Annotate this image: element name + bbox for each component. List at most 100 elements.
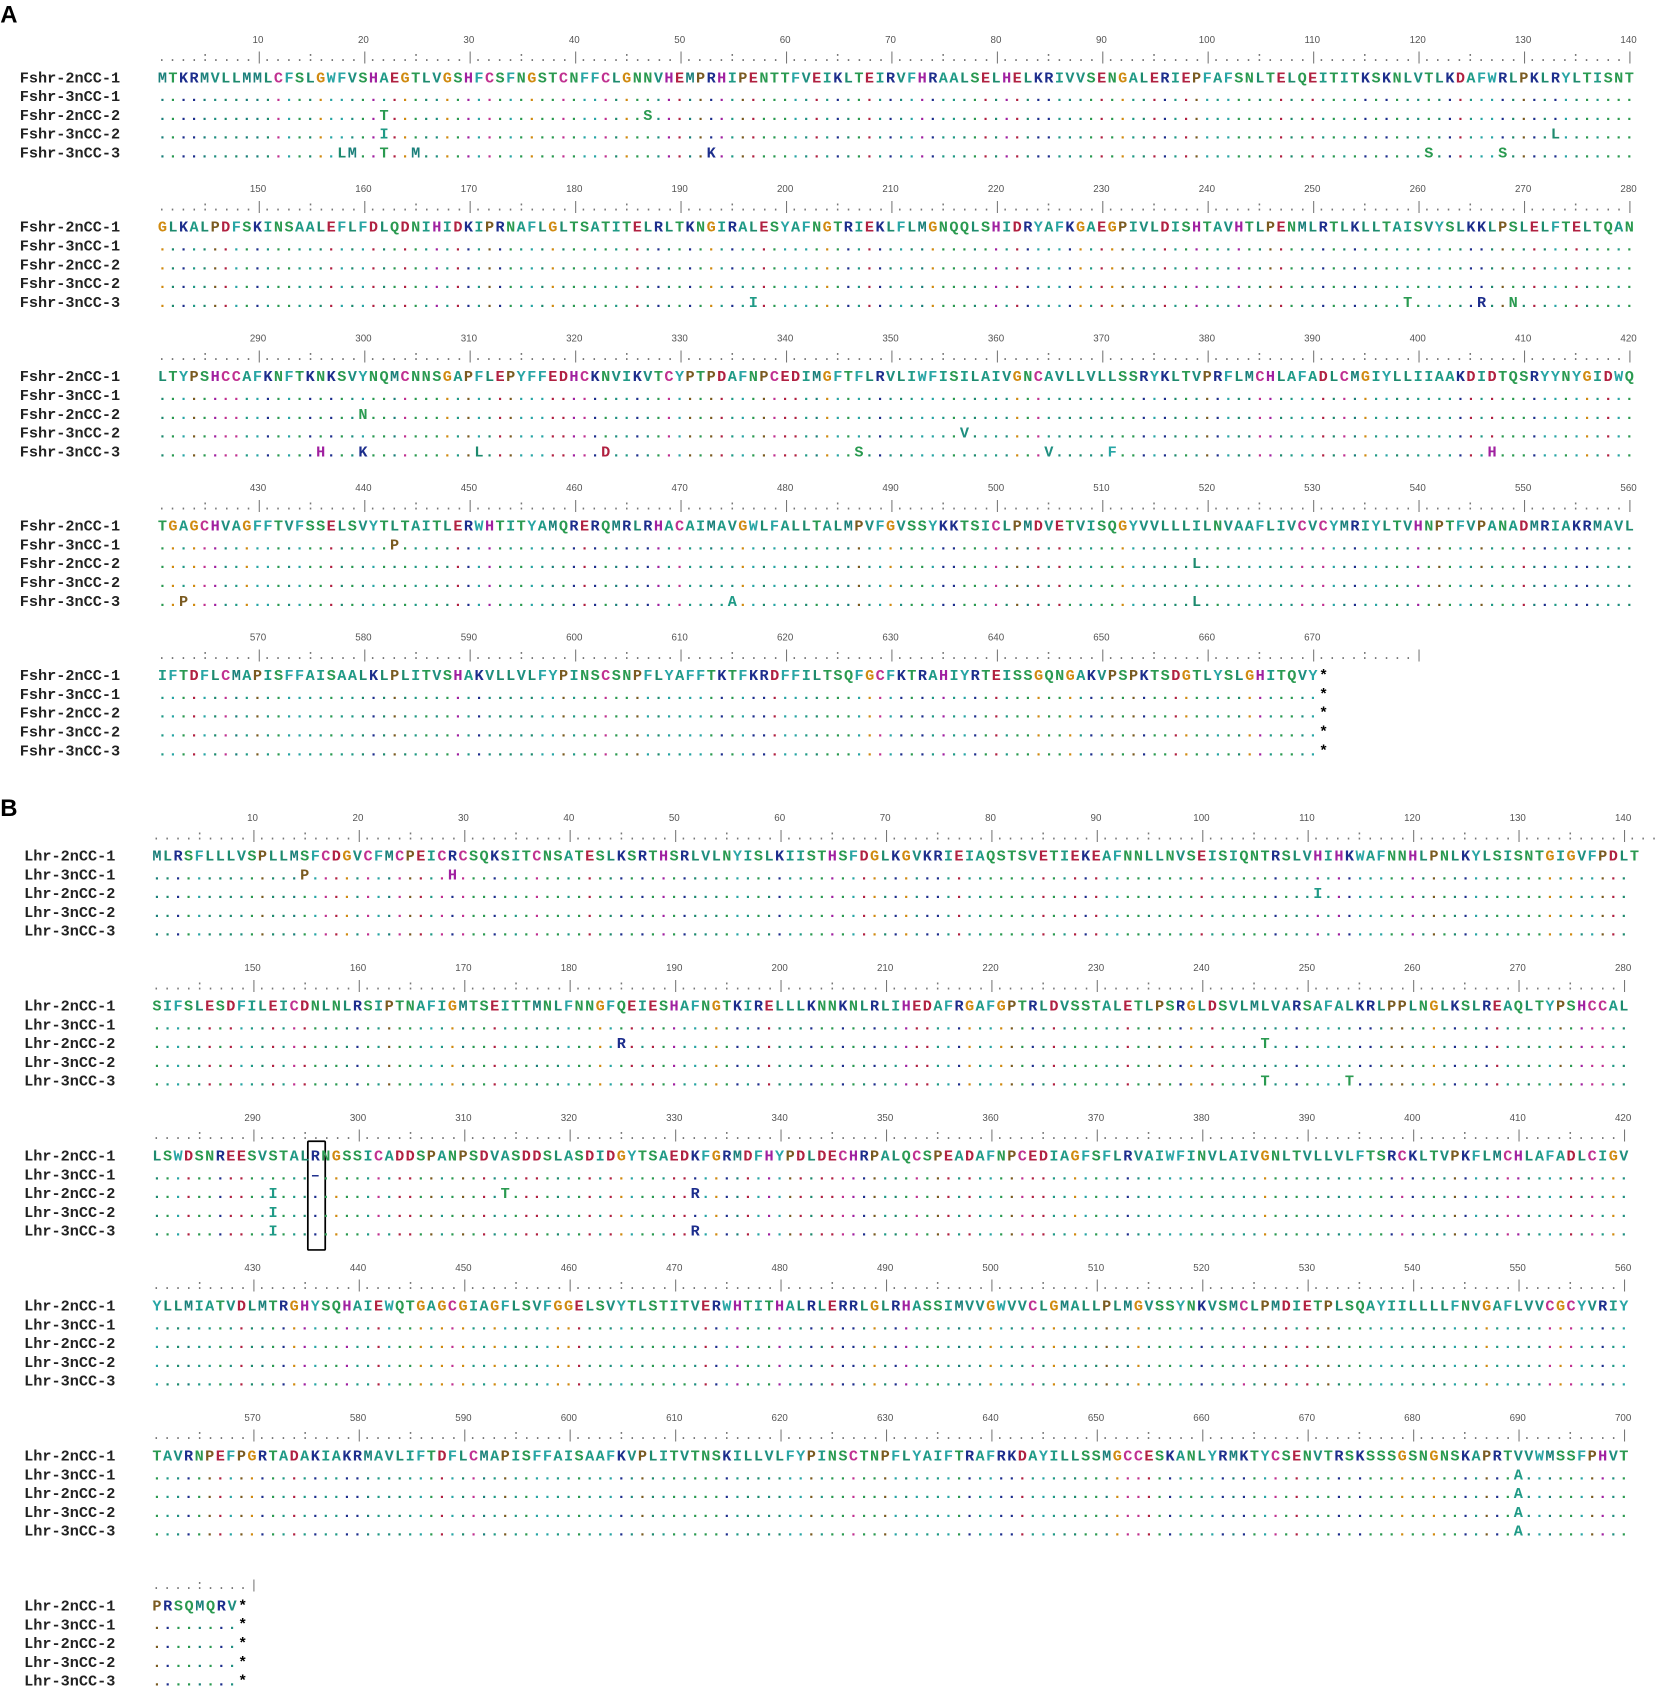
position-number: 480 xyxy=(777,483,794,494)
position-number: 500 xyxy=(988,483,1005,494)
sequence-row: ........................................… xyxy=(158,742,1328,760)
ruler: ....:....| xyxy=(574,828,679,843)
ruler: ....:....| xyxy=(1212,349,1317,364)
ruler: ....:....| xyxy=(363,1278,468,1293)
sequence-row: ........................................… xyxy=(152,1485,1628,1503)
ruler: ....:....| xyxy=(1312,1278,1417,1293)
sequence-row: ........................................… xyxy=(158,88,1634,106)
ruler: ....:....| xyxy=(1418,978,1523,993)
ruler: ....:....| xyxy=(580,349,685,364)
sequence-row: ...........I............................… xyxy=(152,1223,1628,1241)
position-number: 10 xyxy=(247,813,258,824)
position-number: 460 xyxy=(566,483,583,494)
position-number: 640 xyxy=(988,633,1005,644)
ruler: ....:....| xyxy=(369,50,474,65)
position-number: 30 xyxy=(458,813,469,824)
sequence-row: ...................N....................… xyxy=(158,406,1634,424)
ruler: ....:....| xyxy=(790,349,895,364)
ruler: ....:....| xyxy=(1101,978,1206,993)
sequence-row: ........................................… xyxy=(158,387,1634,405)
ruler: ....:....| xyxy=(263,498,368,513)
position-number: 540 xyxy=(1404,1263,1421,1274)
ruler: ....:....| xyxy=(152,1578,257,1593)
ruler: ....:....| xyxy=(474,50,579,65)
position-number: 390 xyxy=(1304,334,1321,345)
sequence-row: .....................T..................… xyxy=(158,107,1634,125)
position-number: 700 xyxy=(1615,1413,1632,1424)
sequence-row: SIFSLESDFILEICDNLNLRSIPTNAFIGMTSEITTMNLF… xyxy=(152,997,1628,1015)
position-number: 60 xyxy=(780,35,791,46)
sequence-name: Fshr-2nCC-1 xyxy=(20,219,120,237)
sequence-row: LTYPSHCCAFKNFTKNKSVYNQMCNNSGAPFLEPYFFEDH… xyxy=(158,368,1634,386)
position-number: 430 xyxy=(250,483,267,494)
sequence-row: ..............P.............H...........… xyxy=(152,866,1628,884)
position-number: 600 xyxy=(566,633,583,644)
ruler: ....:....| xyxy=(1523,1128,1628,1143)
sequence-row: MLRSFLLLVSPLLMSFCDGVCFMCPEICRCSQKSITCNSA… xyxy=(152,847,1639,865)
position-number: 380 xyxy=(1199,334,1216,345)
ruler: ....:....| xyxy=(1318,498,1423,513)
sequence-row: ........................................… xyxy=(158,275,1634,293)
ruler: ....:....| xyxy=(580,648,685,663)
ruler: ....:....| xyxy=(1107,50,1212,65)
position-number: 370 xyxy=(1093,334,1110,345)
position-number: 690 xyxy=(1510,1413,1527,1424)
sequence-name: Lhr-2nCC-2 xyxy=(24,1335,115,1353)
position-number: 620 xyxy=(777,633,794,644)
position-number: 560 xyxy=(1620,483,1637,494)
ruler: ....:....| xyxy=(158,349,263,364)
position-number: 90 xyxy=(1091,813,1102,824)
position-number: 130 xyxy=(1510,813,1527,824)
sequence-name: Fshr-3nCC-1 xyxy=(20,536,120,554)
position-number: 610 xyxy=(666,1413,683,1424)
ruler: ....:....| xyxy=(474,199,579,214)
ruler: ....:....| xyxy=(680,1278,785,1293)
ruler: ....:....| xyxy=(1418,1128,1523,1143)
ruler: ....:....| xyxy=(1312,1128,1417,1143)
position-number: 160 xyxy=(350,963,367,974)
ruler: ....:....| xyxy=(574,1128,679,1143)
sequence-name: Lhr-3nCC-3 xyxy=(24,1073,115,1091)
ruler: ....:....| xyxy=(1523,978,1628,993)
position-number: 670 xyxy=(1304,633,1321,644)
sequence-name: Fshr-2nCC-1 xyxy=(20,518,120,536)
position-number: 310 xyxy=(455,1113,472,1124)
sequence-name: Fshr-3nCC-1 xyxy=(20,387,120,405)
position-number: 280 xyxy=(1615,963,1632,974)
sequence-name: Lhr-3nCC-2 xyxy=(24,1654,115,1672)
position-number: 430 xyxy=(244,1263,261,1274)
sequence-row: ...........I............................… xyxy=(152,1204,1628,1222)
ruler: ....:....| xyxy=(152,1128,257,1143)
position-number: 390 xyxy=(1299,1113,1316,1124)
ruler: ....:....| xyxy=(996,1278,1101,1293)
ruler: ....:....| xyxy=(152,1428,257,1443)
sequence-name: Fshr-3nCC-2 xyxy=(20,723,120,741)
ruler: ....:....| xyxy=(896,498,1001,513)
ruler: ....:....| xyxy=(1101,1128,1206,1143)
highlight-box xyxy=(306,1140,327,1251)
ruler: ....:....| xyxy=(896,199,1001,214)
sequence-row: ........ * xyxy=(152,1616,247,1634)
position-number: 470 xyxy=(666,1263,683,1274)
ruler: ....:....| xyxy=(469,978,574,993)
position-number: 50 xyxy=(674,35,685,46)
ruler: ....:....| xyxy=(152,978,257,993)
ruler: ....:....| xyxy=(574,1278,679,1293)
ruler: ....:....| xyxy=(1212,498,1317,513)
ruler: ....:....| xyxy=(369,199,474,214)
ruler: ....:....| xyxy=(890,978,995,993)
ruler: ....:....| xyxy=(1312,1428,1417,1443)
ruler: ....:....| xyxy=(785,978,890,993)
ruler: ....:....| xyxy=(1107,648,1212,663)
position-number: 680 xyxy=(1404,1413,1421,1424)
ruler: ....:....| xyxy=(785,1278,890,1293)
position-number: 360 xyxy=(982,1113,999,1124)
sequence-name: Fshr-3nCC-1 xyxy=(20,238,120,256)
position-number: 250 xyxy=(1299,963,1316,974)
position-number: 580 xyxy=(355,633,372,644)
panel-label: B xyxy=(0,795,17,822)
sequence-name: Fshr-3nCC-1 xyxy=(20,686,120,704)
position-number: 10 xyxy=(253,35,264,46)
position-number: 20 xyxy=(358,35,369,46)
position-number: 360 xyxy=(988,334,1005,345)
